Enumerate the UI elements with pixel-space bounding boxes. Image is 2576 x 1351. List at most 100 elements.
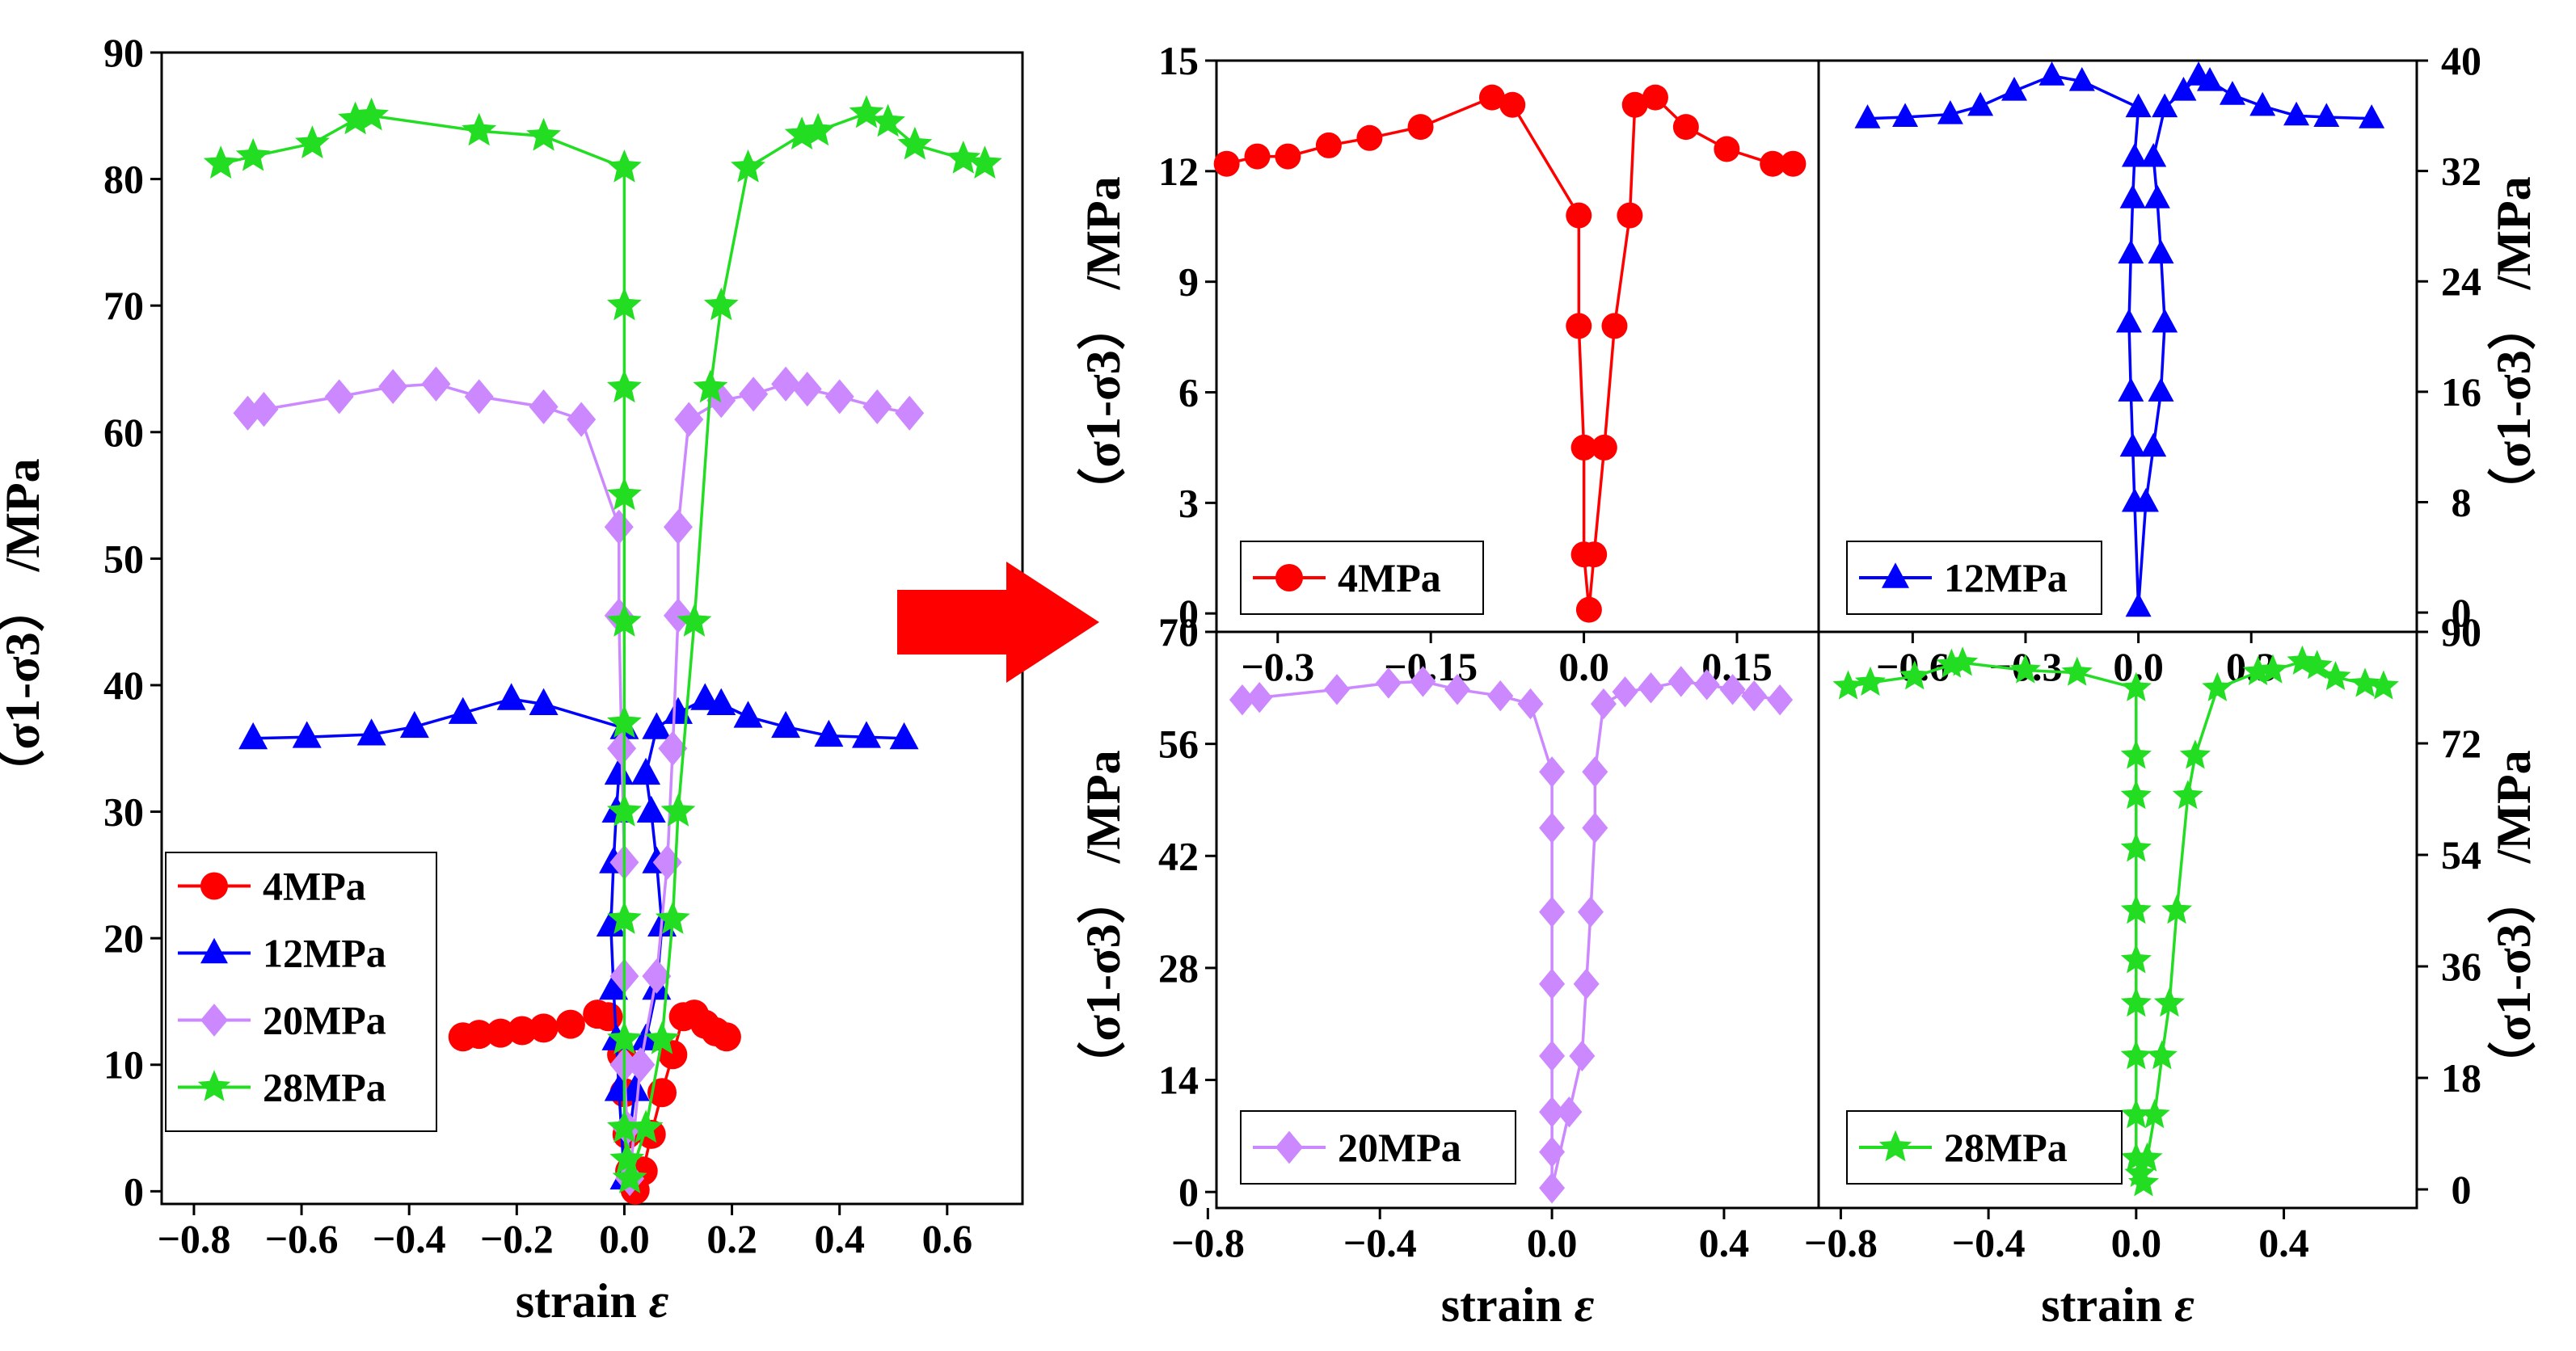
data-point	[706, 383, 736, 419]
data-point	[2120, 739, 2152, 769]
data-point	[1566, 313, 1592, 339]
y-tick-label: 0	[2452, 1167, 2472, 1212]
data-point	[655, 901, 690, 934]
y-axis-label: （σ1-σ3） /MPa	[1076, 176, 1130, 516]
x-tick-label: −0.8	[1804, 1220, 1878, 1265]
legend: 20MPa	[1240, 1110, 1516, 1185]
data-point	[2140, 142, 2167, 167]
data-point	[462, 112, 497, 146]
series-line	[1867, 74, 2372, 608]
data-point	[448, 697, 478, 724]
data-point	[660, 793, 696, 827]
x-tick-label: 0.0	[599, 1216, 650, 1261]
data-point	[1566, 202, 1592, 229]
y-tick-label: 50	[103, 536, 144, 581]
data-point	[607, 730, 637, 766]
series-4MPa	[1213, 84, 1807, 623]
data-point	[567, 402, 597, 437]
data-point	[1499, 91, 1526, 118]
x-tick-label: 0.4	[814, 1216, 865, 1261]
y-tick-label: 28	[1158, 945, 1199, 991]
data-point	[814, 719, 844, 747]
legend-marker	[1882, 562, 1909, 588]
data-point	[399, 710, 429, 739]
data-point	[2359, 104, 2385, 128]
data-point	[1714, 136, 1740, 162]
data-point	[2132, 487, 2159, 512]
data-point	[1444, 674, 1470, 705]
data-point	[1539, 812, 1566, 844]
data-point	[1324, 674, 1350, 705]
panel-12mpa-chart: −0.6−0.30.00.30816243240（σ1-σ3） /MPa12MP…	[1817, 38, 2540, 689]
x-tick-label: −0.6	[265, 1216, 339, 1261]
data-point	[2179, 739, 2211, 769]
data-point	[895, 395, 925, 431]
data-point	[354, 97, 389, 131]
data-point	[2120, 780, 2152, 810]
data-point	[703, 287, 739, 321]
data-point	[607, 149, 642, 183]
data-point	[1478, 84, 1505, 111]
data-point	[946, 141, 981, 174]
data-point	[2068, 67, 2095, 91]
data-point	[2120, 832, 2152, 862]
y-tick-label: 60	[103, 410, 144, 455]
data-point	[2313, 103, 2340, 128]
data-point	[1229, 684, 1255, 716]
data-point	[1892, 103, 1919, 128]
data-point	[706, 688, 736, 715]
data-point	[295, 125, 330, 158]
data-point	[324, 379, 354, 415]
y-tick-label: 20	[103, 915, 144, 961]
data-point	[607, 604, 642, 637]
data-point	[526, 117, 561, 151]
data-point	[2146, 1040, 2178, 1070]
y-tick-label: 0	[1178, 591, 1199, 636]
data-point	[824, 379, 854, 415]
data-point	[593, 1002, 623, 1032]
plot-frame	[1817, 630, 2418, 1210]
data-point	[731, 149, 765, 183]
data-point	[1410, 666, 1436, 697]
data-point	[631, 757, 661, 785]
data-point	[496, 683, 526, 710]
y-tick-label: 40	[103, 663, 144, 708]
legend: 4MPa	[1240, 541, 1484, 615]
x-axis-symbol: ε	[1575, 1278, 1595, 1332]
data-point	[2367, 670, 2399, 700]
y-tick-label: 9	[1178, 259, 1199, 305]
y-tick-label: 56	[1158, 722, 1199, 767]
y-tick-label: 70	[103, 283, 144, 328]
data-point	[2118, 377, 2144, 402]
data-point	[1539, 1096, 1566, 1128]
data-point	[1582, 812, 1608, 844]
y-tick-label: 12	[1158, 149, 1199, 194]
data-point	[609, 1141, 645, 1175]
y-tick-label: 16	[2441, 369, 2481, 415]
data-point	[711, 1022, 741, 1052]
data-point	[238, 722, 268, 750]
data-point	[1854, 104, 1881, 128]
data-point	[604, 757, 634, 785]
data-point	[464, 1020, 494, 1050]
y-tick-label: 72	[2441, 721, 2481, 766]
data-point	[203, 145, 238, 179]
data-point	[2125, 592, 2152, 617]
data-point	[1947, 646, 1979, 676]
y-tick-label: 10	[103, 1042, 144, 1088]
data-point	[1517, 688, 1544, 720]
x-tick-label: −0.8	[1171, 1220, 1245, 1265]
data-point	[2301, 650, 2333, 680]
data-point	[235, 137, 271, 171]
data-point	[2202, 671, 2233, 701]
data-point	[2170, 76, 2197, 101]
data-point	[1487, 680, 1514, 712]
data-point	[871, 103, 905, 137]
y-tick-label: 70	[1158, 609, 1199, 654]
data-point	[690, 683, 720, 710]
legend-label: 28MPa	[263, 1065, 386, 1110]
data-point	[607, 793, 642, 827]
data-point	[636, 795, 666, 823]
data-point	[2119, 432, 2146, 457]
data-point	[620, 1074, 650, 1101]
